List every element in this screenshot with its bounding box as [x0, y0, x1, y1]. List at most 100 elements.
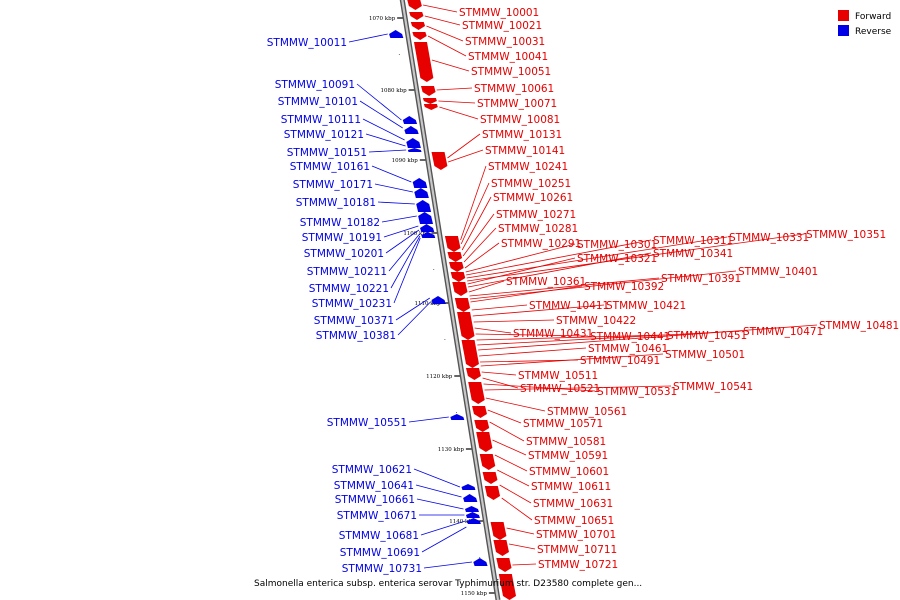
reverse-gene-label[interactable]: STMMW_10551 [327, 417, 407, 429]
reverse-gene-label[interactable]: STMMW_10691 [340, 547, 420, 559]
reverse-gene-label[interactable]: STMMW_10731 [342, 563, 422, 575]
forward-gene-label[interactable]: STMMW_10241 [488, 161, 568, 173]
minor-tick [479, 557, 481, 558]
reverse-gene-label[interactable]: STMMW_10171 [293, 179, 373, 191]
forward-leader-line [439, 106, 479, 120]
forward-leader-line [482, 377, 519, 389]
reverse-gene-label[interactable]: STMMW_10111 [281, 114, 361, 126]
forward-gene-label[interactable]: STMMW_10651 [534, 515, 614, 527]
forward-leader-line [506, 527, 535, 535]
reverse-gene-label[interactable]: STMMW_10091 [275, 79, 355, 91]
forward-leader-line [476, 334, 666, 341]
reverse-gene-label[interactable]: STMMW_10381 [316, 330, 396, 342]
forward-gene-label[interactable]: STMMW_10341 [653, 248, 733, 260]
forward-gene-label[interactable]: STMMW_10392 [584, 281, 664, 293]
reverse-gene-label[interactable]: STMMW_10681 [339, 530, 419, 542]
forward-gene-label[interactable]: STMMW_10061 [474, 83, 554, 95]
reverse-gene-label[interactable]: STMMW_10181 [296, 197, 376, 209]
scale-tick-label: 1120 kbp [426, 374, 453, 380]
forward-gene-label[interactable]: STMMW_10451 [667, 330, 747, 342]
forward-gene-label[interactable]: STMMW_10431 [513, 328, 593, 340]
forward-leader-line [461, 196, 492, 251]
forward-gene-label[interactable]: STMMW_10361 [506, 276, 586, 288]
forward-gene-label[interactable]: STMMW_10561 [547, 406, 627, 418]
reverse-leader-line [383, 225, 419, 238]
reverse-gene-label[interactable]: STMMW_10641 [334, 480, 414, 492]
forward-gene-label[interactable]: STMMW_10531 [597, 386, 677, 398]
legend-reverse-swatch [838, 25, 849, 36]
forward-gene-label[interactable]: STMMW_10591 [528, 450, 608, 462]
reverse-gene-label[interactable]: STMMW_10201 [304, 248, 384, 260]
forward-gene-label[interactable]: STMMW_10131 [482, 129, 562, 141]
reverse-gene-label[interactable]: STMMW_10161 [290, 161, 370, 173]
forward-gene-label[interactable]: STMMW_10251 [491, 178, 571, 190]
forward-gene-label[interactable]: STMMW_10041 [468, 51, 548, 63]
forward-gene-label[interactable]: STMMW_10051 [471, 66, 551, 78]
forward-gene-label[interactable]: STMMW_10521 [520, 383, 600, 395]
forward-feature [447, 252, 463, 262]
reverse-gene-label[interactable]: STMMW_10182 [300, 217, 380, 229]
forward-gene-label[interactable]: STMMW_10141 [485, 145, 565, 157]
reverse-gene-label[interactable]: STMMW_10671 [337, 510, 417, 522]
forward-gene-label[interactable]: STMMW_10501 [665, 349, 745, 361]
forward-leader-line [472, 304, 605, 317]
forward-leader-line [479, 347, 587, 357]
forward-gene-label[interactable]: STMMW_10261 [493, 192, 573, 204]
forward-leader-line [460, 182, 490, 245]
forward-gene-label[interactable]: STMMW_10511 [518, 370, 598, 382]
reverse-gene-label[interactable]: STMMW_10621 [332, 464, 412, 476]
reverse-feature [450, 414, 465, 420]
forward-gene-label[interactable]: STMMW_10401 [738, 266, 818, 278]
forward-gene-label[interactable]: STMMW_10701 [536, 529, 616, 541]
forward-gene-label[interactable]: STMMW_10281 [498, 223, 578, 235]
forward-gene-label[interactable]: STMMW_10331 [729, 232, 809, 244]
forward-gene-label[interactable]: STMMW_10271 [496, 209, 576, 221]
forward-gene-label[interactable]: STMMW_10421 [606, 300, 686, 312]
forward-gene-label[interactable]: STMMW_10411 [529, 300, 609, 312]
forward-gene-label[interactable]: STMMW_10481 [819, 320, 899, 332]
forward-gene-label[interactable]: STMMW_10541 [673, 381, 753, 393]
forward-gene-label[interactable]: STMMW_10721 [538, 559, 618, 571]
forward-gene-label[interactable]: STMMW_10071 [477, 98, 557, 110]
forward-leader-line [427, 35, 467, 57]
forward-gene-label[interactable]: STMMW_10491 [580, 355, 660, 367]
forward-gene-label[interactable]: STMMW_10711 [537, 544, 617, 556]
forward-gene-label[interactable]: STMMW_10391 [661, 273, 741, 285]
reverse-gene-label[interactable]: STMMW_10101 [278, 96, 358, 108]
forward-gene-label[interactable]: STMMW_10631 [533, 498, 613, 510]
forward-leader-line [466, 239, 652, 276]
reverse-leader-line [377, 201, 415, 205]
forward-gene-label[interactable]: STMMW_10021 [462, 20, 542, 32]
forward-gene-label[interactable]: STMMW_10581 [526, 436, 606, 448]
reverse-leader-line [393, 237, 421, 304]
reverse-gene-label[interactable]: STMMW_10121 [284, 129, 364, 141]
forward-gene-label[interactable]: STMMW_10291 [501, 238, 581, 250]
forward-gene-label[interactable]: STMMW_10301 [577, 239, 657, 251]
forward-gene-label[interactable]: STMMW_10031 [465, 36, 545, 48]
forward-gene-label[interactable]: STMMW_10321 [577, 253, 657, 265]
reverse-gene-label[interactable]: STMMW_10011 [267, 37, 347, 49]
forward-gene-label[interactable]: STMMW_10351 [806, 229, 886, 241]
forward-gene-label[interactable]: STMMW_10081 [480, 114, 560, 126]
forward-leader-line [484, 385, 672, 391]
forward-gene-label[interactable]: STMMW_10601 [529, 466, 609, 478]
reverse-gene-label[interactable]: STMMW_10371 [314, 315, 394, 327]
forward-gene-label[interactable]: STMMW_10441 [590, 331, 670, 343]
reverse-gene-label[interactable]: STMMW_10231 [312, 298, 392, 310]
forward-gene-label[interactable]: STMMW_10001 [459, 7, 539, 19]
forward-feature [484, 486, 501, 500]
reverse-gene-label[interactable]: STMMW_10191 [302, 232, 382, 244]
forward-leader-line [501, 497, 533, 521]
reverse-gene-label[interactable]: STMMW_10151 [287, 147, 367, 159]
forward-gene-label[interactable]: STMMW_10461 [588, 343, 668, 355]
scale-tick-label: 1130 kbp [438, 447, 465, 453]
forward-gene-label[interactable]: STMMW_10311 [653, 235, 733, 247]
scale-tick-label: 1070 kbp [369, 16, 396, 22]
forward-gene-label[interactable]: STMMW_10571 [523, 418, 603, 430]
reverse-gene-label[interactable]: STMMW_10221 [309, 283, 389, 295]
forward-gene-label[interactable]: STMMW_10471 [743, 326, 823, 338]
reverse-gene-label[interactable]: STMMW_10211 [307, 266, 387, 278]
forward-gene-label[interactable]: STMMW_10422 [556, 315, 636, 327]
reverse-gene-label[interactable]: STMMW_10661 [335, 494, 415, 506]
forward-gene-label[interactable]: STMMW_10611 [531, 481, 611, 493]
